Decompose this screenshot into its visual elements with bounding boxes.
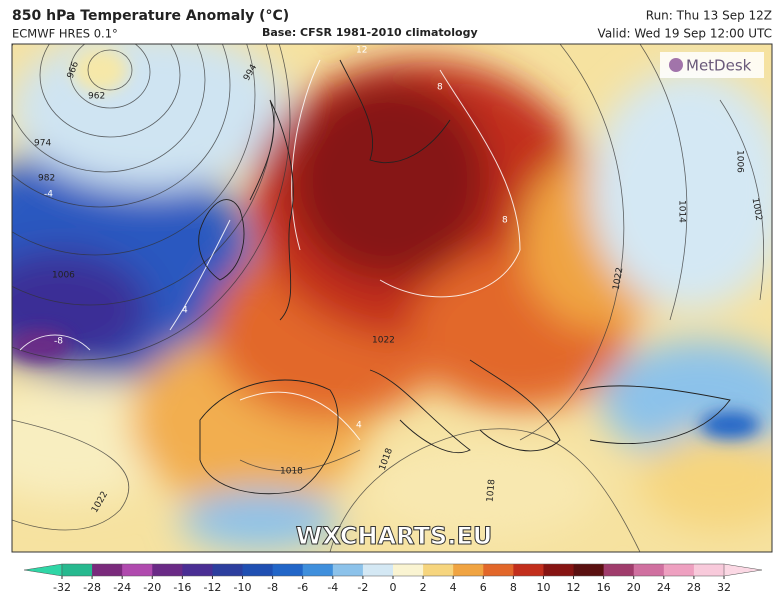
colorbar-tick-label: 6 [480, 581, 487, 594]
colorbar-tick-label: -24 [113, 581, 131, 594]
logo: MetDesk [686, 57, 752, 75]
colorbar-segment [332, 564, 364, 576]
colorbar-tick-label: -2 [357, 581, 368, 594]
logo-icon [669, 58, 683, 72]
anomaly-labels: -4 -8 4 8 8 12 4 [44, 46, 508, 431]
colorbar-tick-label: -28 [83, 581, 101, 594]
colorbar-segment [62, 564, 93, 576]
isobar-label: 1006 [52, 271, 75, 281]
colorbar-segment [242, 564, 274, 576]
colorbar-tick-label: 16 [597, 581, 611, 594]
colorbar-segment [543, 564, 575, 576]
anomaly-label: 4 [356, 421, 362, 431]
colorbar-segment [423, 564, 454, 576]
model: ECMWF HRES 0.1° [12, 27, 118, 41]
colorbar-tick-label: 32 [717, 581, 731, 594]
colorbar-segment [92, 564, 123, 576]
colorbar-segment [152, 564, 183, 576]
colorbar-tick-label: 24 [657, 581, 671, 594]
colorbar-tick-label: -32 [53, 581, 71, 594]
anomaly-contours [19, 59, 521, 441]
colorbar-segment [633, 564, 665, 576]
colorbar-segment [393, 564, 424, 576]
colorbar-tick-label: -6 [297, 581, 308, 594]
anomaly-label: 8 [437, 83, 443, 93]
colorbar-segment [573, 564, 605, 576]
isobar-label: 1014 [677, 200, 687, 223]
colorbar-tick-label: 0 [390, 581, 397, 594]
colorbar-tick-label: -8 [267, 581, 278, 594]
anomaly-label: 8 [502, 216, 508, 226]
colorbar-segment [663, 564, 695, 576]
colorbar-tick-label: 8 [510, 581, 517, 594]
colorbar-tick-label: -4 [327, 581, 338, 594]
isobar-label: 974 [34, 139, 51, 149]
anomaly-label: 4 [182, 306, 188, 316]
isobar-label: 1006 [735, 150, 745, 173]
colorbar-tick-label: -20 [143, 581, 161, 594]
colorbar-segment [603, 564, 635, 576]
map: 966 962 974 982 994 1006 1014 1006 1002 … [12, 44, 772, 552]
colorbar-tick-label: 2 [420, 581, 427, 594]
colorbar-tick-label: 4 [450, 581, 457, 594]
colorbar-low-arrow [23, 563, 63, 577]
colorbar-high-arrow [723, 563, 763, 577]
colorbar-tick-label: -10 [234, 581, 252, 594]
title: 850 hPa Temperature Anomaly (°C) [12, 8, 289, 24]
colorbar-segment [182, 564, 213, 576]
anomaly-label: 12 [356, 46, 367, 56]
map-frame [11, 43, 773, 553]
isobars [12, 44, 764, 552]
colorbar-segment [483, 564, 514, 576]
run: Run: Thu 13 Sep 12Z [646, 9, 772, 23]
watermark: WXCHARTS.EU [296, 522, 492, 550]
colorbar-segment [693, 564, 725, 576]
colorbar-segment [513, 564, 544, 576]
colorbar-tick-label: 20 [627, 581, 641, 594]
isobar-label: 982 [38, 174, 55, 184]
colorbar-tick-label: 10 [536, 581, 550, 594]
colorbar-tick-label: 28 [687, 581, 701, 594]
colorbar-tick-label: 12 [567, 581, 581, 594]
colorbar-segment [453, 564, 484, 576]
colorbar: -32 -28 -24 -20 -16 -12 -10 -8 -6 -4 -2 0 2 4 6 8 10 12 16… [23, 563, 763, 594]
isobar-label: 1002 [750, 197, 764, 221]
colorbar-segment [302, 564, 334, 576]
coastlines [198, 59, 731, 495]
isobar-label: 1018 [280, 467, 303, 477]
base: Base: CFSR 1981-2010 climatology [262, 26, 478, 39]
colorbar-segment [122, 564, 153, 576]
colorbar-segment [362, 564, 394, 576]
colorbar-tick-label: -12 [203, 581, 221, 594]
isobar-label: 962 [88, 92, 105, 102]
isobar-label: 1022 [372, 336, 395, 346]
valid: Valid: Wed 19 Sep 12:00 UTC [598, 27, 772, 41]
anomaly-label: -8 [54, 337, 63, 347]
isobar-label: 1018 [486, 479, 498, 503]
anomaly-label: -4 [44, 190, 53, 200]
colorbar-segment [272, 564, 304, 576]
colorbar-tick-label: -16 [173, 581, 191, 594]
anomaly-field [12, 44, 772, 550]
isobar-label: 1022 [612, 267, 626, 291]
colorbar-segment [212, 564, 244, 576]
